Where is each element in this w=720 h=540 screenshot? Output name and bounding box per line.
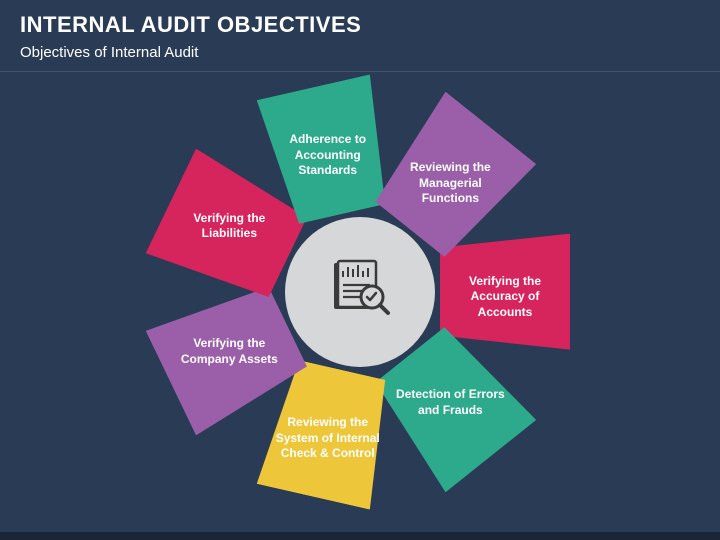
page-title: INTERNAL AUDIT OBJECTIVES — [20, 12, 700, 38]
segment-label: Verifying the Liabilities — [174, 211, 284, 242]
segment-label: Adherence to Accounting Standards — [273, 132, 383, 179]
segment-label: Verifying the Accuracy of Accounts — [450, 274, 560, 321]
audit-document-icon — [324, 253, 396, 330]
footer-bar — [0, 532, 720, 540]
segment-label: Reviewing the System of Internal Check &… — [273, 415, 383, 462]
segment-label: Reviewing the Managerial Functions — [395, 160, 505, 207]
header: INTERNAL AUDIT OBJECTIVES Objectives of … — [0, 0, 720, 72]
page-subtitle: Objectives of Internal Audit — [20, 44, 700, 67]
center-circle — [285, 217, 435, 367]
segment-label: Detection of Errors and Frauds — [395, 387, 505, 418]
segment-label: Verifying the Company Assets — [174, 336, 284, 367]
radial-chart: Verifying the Accuracy of Accounts Detect… — [150, 82, 570, 502]
